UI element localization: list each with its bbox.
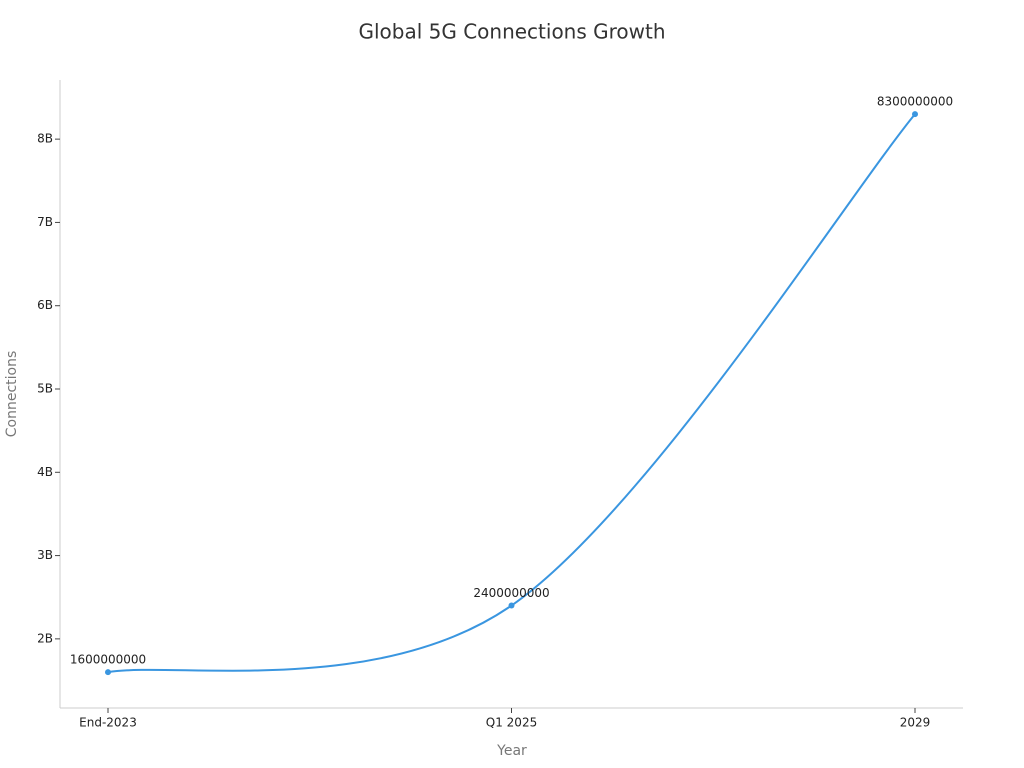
y-tick-label: 4B [37, 465, 53, 479]
x-tick-label: End-2023 [79, 716, 137, 730]
y-tick-label: 5B [37, 382, 53, 396]
x-tick-label: Q1 2025 [486, 716, 537, 730]
line [107, 113, 916, 674]
y-tick-label: 3B [37, 548, 53, 562]
point [912, 111, 918, 118]
y-tick-label: 6B [37, 298, 53, 312]
y-tick-label: 8B [37, 132, 53, 146]
point [508, 602, 515, 609]
x-tick-label: 2029 [900, 716, 931, 730]
data-label: 2400000000 [473, 586, 549, 600]
y-axis-title: Connections [4, 351, 20, 438]
data-label: 8300000000 [877, 95, 953, 109]
point [105, 669, 111, 676]
y-tick-label: 7B [37, 215, 53, 229]
chart-title: Global 5G Connections Growth [358, 20, 665, 44]
data-label: 1600000000 [70, 653, 146, 667]
x-axis-title: Year [496, 743, 527, 759]
y-tick-label: 2B [37, 631, 53, 645]
